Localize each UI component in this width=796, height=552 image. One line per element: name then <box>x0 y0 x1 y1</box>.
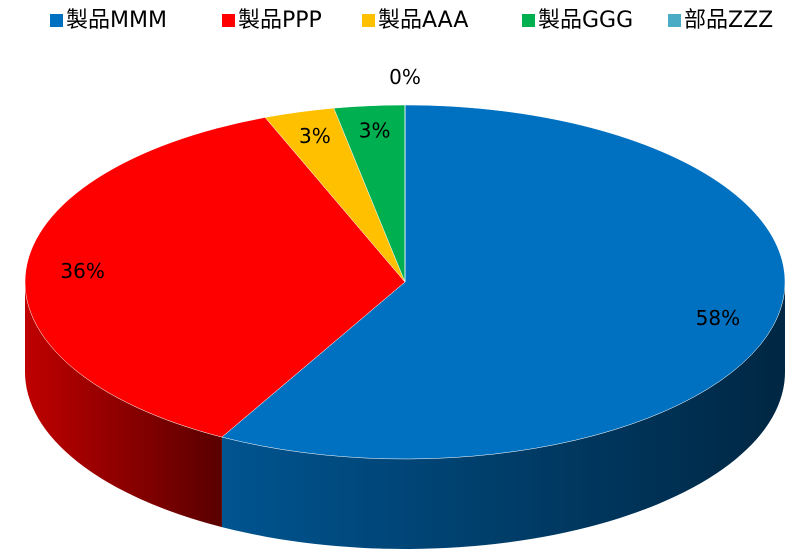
legend-swatch <box>668 14 681 27</box>
pie-side <box>25 282 222 528</box>
pie-sides <box>25 282 786 549</box>
legend-label: 製品GGG <box>538 8 633 33</box>
pie-slice <box>24 117 406 438</box>
data-label: 58% <box>696 306 740 330</box>
legend-swatch <box>362 14 375 27</box>
legend-swatch <box>50 14 63 27</box>
legend-label: 製品AAA <box>378 8 468 33</box>
legend-label: 製品MMM <box>66 8 167 33</box>
data-label: 36% <box>60 259 104 283</box>
pie-slice <box>221 104 786 460</box>
legend-swatch <box>222 14 235 27</box>
pie-side <box>221 282 786 549</box>
legend-label: 製品PPP <box>238 8 322 33</box>
data-label: 3% <box>299 124 331 148</box>
data-labels: 58% 36% 3% 3% 0% <box>60 65 740 330</box>
pie-tops <box>24 104 786 460</box>
legend-swatch <box>522 14 535 27</box>
legend: 製品MMM 製品PPP 製品AAA 製品GGG 部品ZZZ <box>50 8 773 33</box>
data-label: 0% <box>389 65 421 89</box>
legend-label: 部品ZZZ <box>684 8 773 33</box>
data-label: 3% <box>359 119 391 143</box>
